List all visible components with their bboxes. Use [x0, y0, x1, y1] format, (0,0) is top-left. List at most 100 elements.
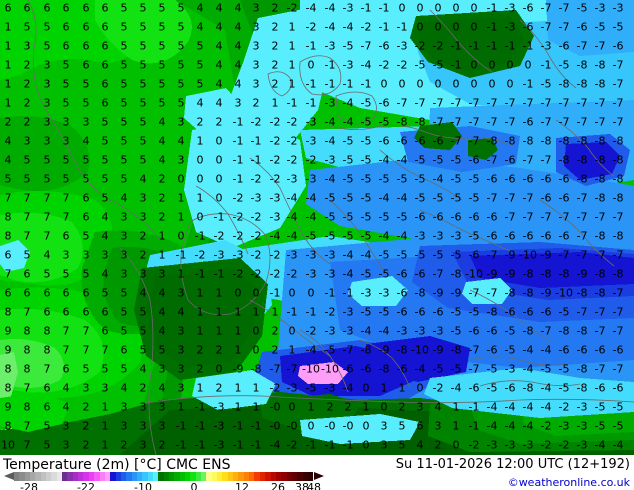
scale-tick-label: -22: [77, 481, 95, 490]
temperature-value-label: -5: [414, 153, 426, 167]
temperature-value-label: -1: [486, 39, 498, 53]
temperature-value-label: -0: [324, 419, 336, 433]
temperature-value-label: -6: [504, 172, 516, 186]
temperature-value-label: -1: [232, 115, 244, 129]
temperature-value-label: 5: [82, 362, 90, 376]
temperature-value-label: 1: [215, 324, 223, 338]
temperature-value-label: -6: [414, 210, 426, 224]
temperature-value-label: 6: [101, 305, 109, 319]
temperature-value-label: 0: [506, 58, 514, 72]
temperature-value-label: -6: [468, 153, 480, 167]
temperature-value-label: 6: [62, 305, 70, 319]
scale-swatch: [62, 472, 68, 481]
temperature-value-label: -1: [250, 153, 262, 167]
temperature-value-label: 5: [139, 96, 147, 110]
copyright-credit: ©weatheronline.co.uk: [507, 476, 630, 489]
temperature-value-label: -6: [396, 267, 408, 281]
scale-swatch: [243, 472, 250, 481]
temperature-value-label: 1: [234, 400, 242, 414]
temperature-value-label: 0: [416, 381, 424, 395]
scale-tick-label: 12: [235, 481, 249, 490]
scale-swatch: [120, 472, 127, 481]
temperature-value-label: -2: [269, 267, 281, 281]
temperature-value-label: -1: [213, 267, 225, 281]
temperature-value-label: -5: [360, 305, 372, 319]
temperature-value-label: -8: [594, 172, 606, 186]
temperature-value-label: 8: [4, 362, 12, 376]
temperature-value-label: -8: [576, 324, 588, 338]
temperature-value-label: -1: [450, 58, 462, 72]
temperature-value-label: -2: [324, 305, 336, 319]
temperature-value-label: 0: [452, 20, 460, 34]
temperature-value-label: -7: [468, 115, 480, 129]
color-scale-bar: [14, 472, 314, 481]
map-title: Temperature (2m) [°C] CMC ENS: [3, 457, 231, 473]
temperature-value-label: -4: [269, 229, 281, 243]
temperature-value-label: -3: [269, 191, 281, 205]
temperature-value-label: -6: [558, 39, 570, 53]
temperature-value-label: 5: [398, 419, 406, 433]
temperature-value-label: 7: [62, 343, 70, 357]
temperature-value-label: -6: [360, 362, 372, 376]
temperature-value-label: -5: [468, 191, 480, 205]
temperature-value-label: 5: [23, 20, 31, 34]
temperature-value-label: -4: [378, 191, 390, 205]
temperature-value-label: -9: [540, 248, 552, 262]
temperature-value-label: -1: [324, 438, 336, 452]
temperature-value-label: -6: [504, 229, 516, 243]
temperature-value-label: -4: [305, 191, 317, 205]
temperature-value-label: -6: [522, 1, 534, 15]
temperature-value-label: 3: [139, 419, 147, 433]
temperature-value-label: 2: [158, 210, 166, 224]
temperature-value-label: 4: [120, 381, 128, 395]
temperature-value-label: -7: [414, 96, 426, 110]
temperature-value-label: 3: [158, 362, 166, 376]
temperature-value-label: -1: [175, 248, 187, 262]
temperature-value-label: -8: [576, 58, 588, 72]
temperature-value-label: -2: [269, 248, 281, 262]
temperature-value-label: -3: [286, 248, 298, 262]
temperature-value-label: -3: [269, 210, 281, 224]
temperature-value-label: 6: [43, 381, 51, 395]
temperature-value-label: 1: [288, 343, 296, 357]
temperature-value-label: -7: [486, 153, 498, 167]
temperature-value-label: -3: [522, 438, 534, 452]
temperature-value-label: -4: [269, 438, 281, 452]
temperature-value-label: 5: [158, 96, 166, 110]
temperature-value-label: 1: [252, 381, 260, 395]
temperature-value-label: 6: [82, 39, 90, 53]
temperature-value-label: -5: [360, 229, 372, 243]
temperature-value-label: -6: [468, 324, 480, 338]
temperature-value-label: 2: [196, 343, 204, 357]
scale-swatch: [270, 472, 276, 481]
temperature-value-label: 3: [101, 248, 109, 262]
temperature-value-label: 0: [215, 153, 223, 167]
temperature-value-label: 6: [101, 77, 109, 91]
temperature-value-label: 5: [139, 115, 147, 129]
scale-swatch: [297, 472, 303, 481]
temperature-value-label: 5: [120, 153, 128, 167]
temperature-value-label: -5: [612, 400, 624, 414]
temperature-value-label: -7: [558, 20, 570, 34]
temperature-value-label: -5: [432, 58, 444, 72]
temperature-map[interactable]: 6 6 6 6 6 6 5 5 5 5 4 4 4 3 2 -2 -4 -4 -3 -1 -1 0 0 0 0 0 -1 -3 -6 -7…: [0, 0, 634, 455]
temperature-value-label: 0: [215, 134, 223, 148]
temperature-value-label: 5: [43, 20, 51, 34]
temperature-value-label: -6: [450, 210, 462, 224]
temperature-value-label: -4: [396, 229, 408, 243]
temperature-value-label: 5: [139, 20, 147, 34]
temperature-value-label: 1: [177, 400, 185, 414]
temperature-value-label: -8: [594, 153, 606, 167]
temperature-value-label: -1: [232, 134, 244, 148]
temperature-value-label: -10: [411, 343, 429, 357]
scale-swatch: [56, 472, 63, 481]
temperature-value-label: 1: [4, 58, 12, 72]
temperature-value-label: 0: [196, 153, 204, 167]
temperature-value-label: 0: [252, 343, 260, 357]
temperature-value-label: -4: [540, 343, 552, 357]
temperature-value-label: 6: [101, 96, 109, 110]
temperature-value-label: -1: [194, 419, 206, 433]
temperature-value-label: 5: [101, 191, 109, 205]
temperature-value-label: -5: [594, 419, 606, 433]
temperature-value-label: 5: [82, 96, 90, 110]
